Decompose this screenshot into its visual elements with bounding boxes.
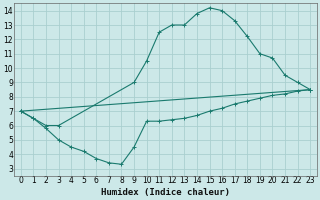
X-axis label: Humidex (Indice chaleur): Humidex (Indice chaleur)	[101, 188, 230, 197]
